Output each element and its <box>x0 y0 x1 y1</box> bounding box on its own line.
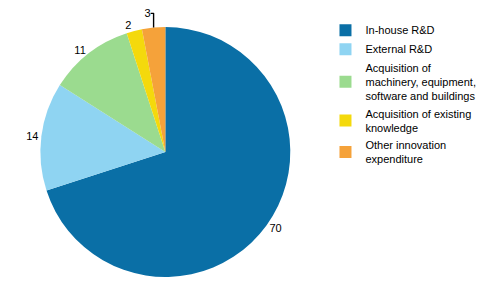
svg-text:3: 3 <box>144 7 150 19</box>
svg-text:External R&D: External R&D <box>365 43 432 55</box>
svg-text:Acquisition ofmachinery, equip: Acquisition ofmachinery, equipment,softw… <box>365 62 475 103</box>
svg-text:14: 14 <box>26 130 38 142</box>
svg-text:2: 2 <box>125 19 131 31</box>
svg-text:70: 70 <box>269 222 281 234</box>
svg-text:Other innovationexpenditure: Other innovationexpenditure <box>365 139 446 165</box>
svg-text:11: 11 <box>74 44 85 56</box>
svg-text:Acquisition of existingknowled: Acquisition of existingknowledge <box>365 108 471 134</box>
svg-text:In-house R&D: In-house R&D <box>365 24 434 36</box>
